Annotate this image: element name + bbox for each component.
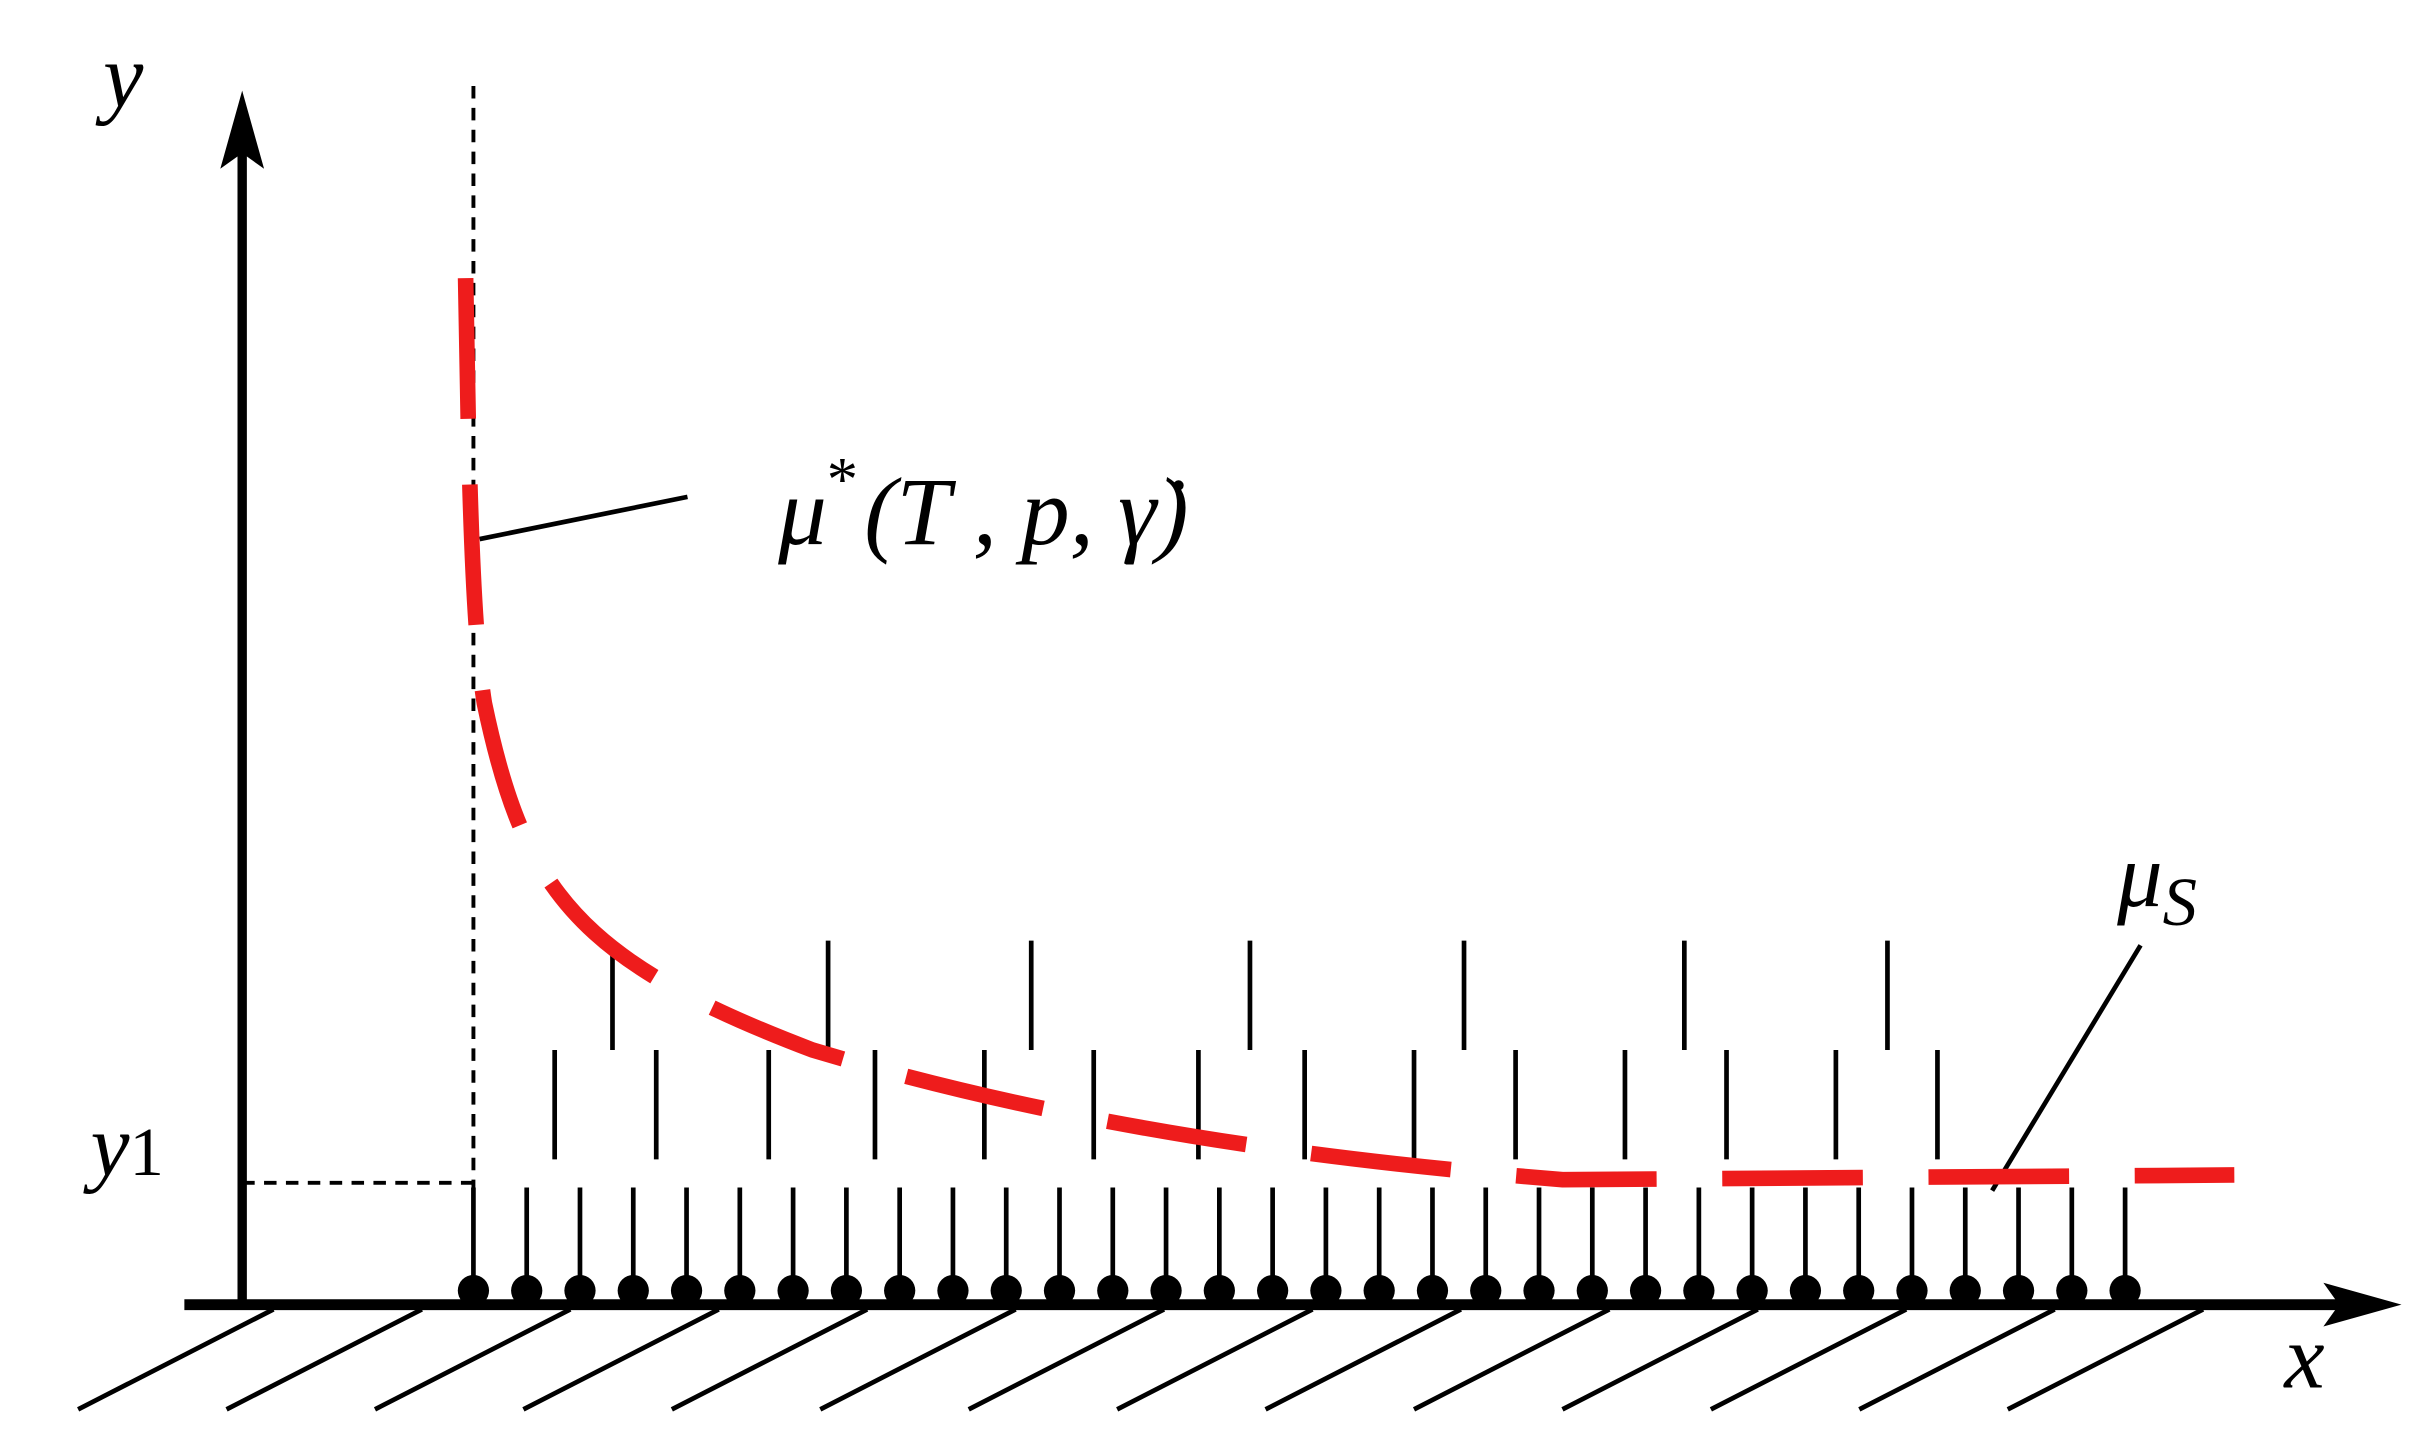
hatch xyxy=(522,1307,720,1412)
bristle-dot xyxy=(1789,1274,1822,1307)
bristle-dot xyxy=(617,1274,649,1307)
bristle-dot xyxy=(2002,1274,2035,1307)
hatch xyxy=(225,1307,423,1412)
y1-label: y1 xyxy=(83,1097,164,1194)
bristle-dot xyxy=(1043,1274,1076,1307)
mu-s-base: μ xyxy=(2116,825,2162,926)
bristle-dot xyxy=(511,1274,543,1307)
bristle-dot xyxy=(1523,1274,1555,1307)
hatch xyxy=(1858,1307,2056,1412)
hatch xyxy=(77,1307,275,1412)
bristle-dot xyxy=(1896,1274,1928,1307)
bristle-dot xyxy=(564,1274,596,1307)
y-axis-label: y xyxy=(95,25,144,126)
y1-sub: 1 xyxy=(129,1114,163,1190)
bristle-dot xyxy=(2056,1274,2088,1307)
mu-s-sub: S xyxy=(2163,864,2197,940)
mu-star-label: μ* (T , p, γ̇) xyxy=(777,444,1188,565)
mu-args: (T , p, γ̇) xyxy=(864,458,1188,565)
bristle-dot xyxy=(777,1274,809,1307)
bristle-dot xyxy=(1470,1274,1502,1307)
mu-base: μ xyxy=(777,458,827,565)
bristle-dot xyxy=(1097,1274,1129,1307)
layout xyxy=(77,85,2402,1412)
hatch xyxy=(1561,1307,1759,1412)
bristle-dot xyxy=(1310,1274,1342,1307)
bristle-dot xyxy=(1736,1274,1768,1307)
leader-line xyxy=(1990,944,2143,1192)
hatch xyxy=(1116,1307,1314,1412)
hatch xyxy=(373,1307,572,1412)
hatch xyxy=(670,1307,869,1412)
bristle-dot xyxy=(1843,1274,1875,1307)
hatch xyxy=(819,1307,1017,1412)
mu-s-label: μS xyxy=(2116,825,2197,940)
x-arrow xyxy=(2323,1282,2402,1327)
hatch xyxy=(1412,1307,1611,1412)
bristle-dot xyxy=(884,1274,916,1307)
bristle-dot xyxy=(937,1274,969,1307)
x-axis-label: x xyxy=(2282,1306,2324,1407)
bristle-dot xyxy=(1629,1274,1662,1307)
hatch xyxy=(1264,1307,1462,1412)
mu-sup: * xyxy=(827,444,858,514)
bristle-dot xyxy=(1576,1274,1608,1307)
bristle-dot xyxy=(1256,1274,1289,1307)
bristle-dot xyxy=(1203,1274,1235,1307)
hatch xyxy=(967,1307,1166,1412)
bristle-dot xyxy=(830,1274,863,1307)
bristle-dot xyxy=(1949,1274,1981,1307)
viscosity-curve xyxy=(457,278,2235,1188)
hatch xyxy=(2006,1307,2205,1412)
bristle-dot xyxy=(724,1274,756,1307)
bristle-dot xyxy=(1150,1274,1182,1307)
bristle-dot xyxy=(1683,1274,1715,1307)
bristle-dot xyxy=(2109,1274,2141,1307)
leader-line xyxy=(479,494,688,542)
y-arrow xyxy=(220,90,265,169)
hatch xyxy=(1709,1307,1908,1412)
bristle-dot xyxy=(990,1274,1022,1307)
bristle-dot xyxy=(457,1274,490,1307)
bristle-dot xyxy=(1416,1274,1449,1307)
bristle-dot xyxy=(1363,1274,1395,1307)
bristle-dot xyxy=(670,1274,703,1307)
y1-base: y xyxy=(83,1097,130,1194)
